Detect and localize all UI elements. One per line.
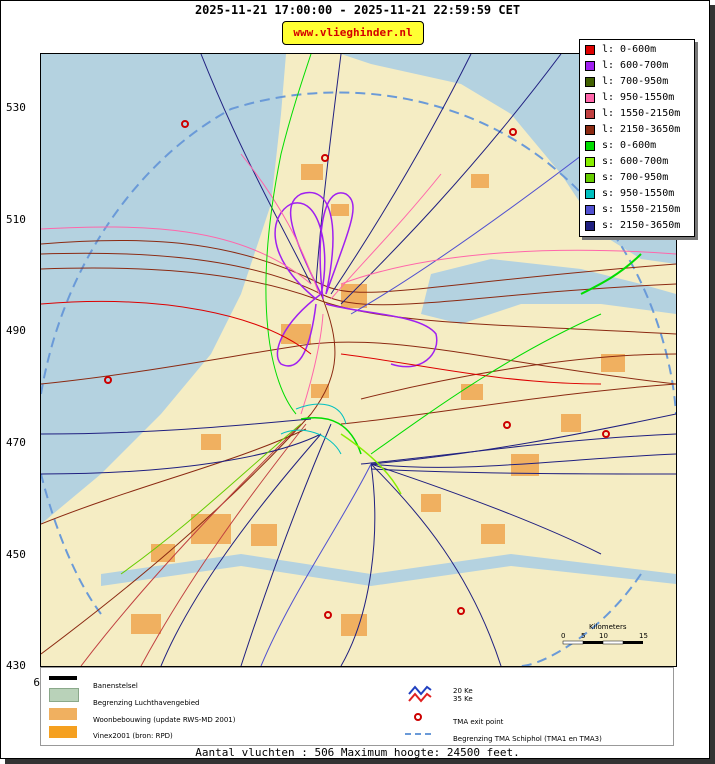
tma-boundary-label: Begrenzing TMA Schiphol (TMA1 en TMA3) bbox=[453, 735, 602, 743]
lake-area bbox=[421, 259, 676, 324]
legend-swatch bbox=[585, 61, 595, 71]
legend-label: s: 950-1550m bbox=[602, 188, 675, 199]
legend-label: l: 950-1550m bbox=[602, 92, 675, 103]
housing-label: Woonbebouwing (update RWS-MD 2001) bbox=[93, 716, 236, 724]
legend-row: l: 2150-3650m bbox=[580, 123, 694, 137]
legend-swatch bbox=[585, 157, 595, 167]
legend-label: l: 600-700m bbox=[602, 60, 669, 71]
flight-summary: Aantal vluchten : 506 Maximum hoogte: 24… bbox=[195, 746, 520, 759]
legend-swatch bbox=[585, 205, 595, 215]
scale-bar bbox=[562, 640, 643, 645]
legend-swatch bbox=[585, 173, 595, 183]
flight-tracks bbox=[41, 54, 676, 666]
legend-swatch bbox=[585, 221, 595, 231]
map-canvas bbox=[41, 54, 676, 666]
altitude-legend: l: 0-600m l: 600-700m l: 700-950m l: 950… bbox=[579, 39, 695, 237]
scale-tick: 10 bbox=[599, 632, 608, 640]
legend-row: s: 600-700m bbox=[580, 155, 694, 169]
ke35-label: 35 Ke bbox=[453, 695, 473, 703]
tma-exit-points bbox=[104, 120, 610, 619]
ke20-label: 20 Ke bbox=[453, 687, 473, 695]
tma-exit-icon bbox=[414, 713, 422, 721]
ke-contour-icon bbox=[408, 685, 432, 703]
legend-row: l: 1550-2150m bbox=[580, 107, 694, 121]
scale-tick: 15 bbox=[639, 632, 648, 640]
legend-row: l: 950-1550m bbox=[580, 91, 694, 105]
tma-exit-label: TMA exit point bbox=[453, 718, 504, 726]
airport-boundary-label: Begrenzing Luchthavengebied bbox=[93, 699, 200, 707]
y-tick: 450 bbox=[6, 548, 26, 561]
legend-label: l: 0-600m bbox=[602, 44, 657, 55]
urban-areas bbox=[131, 164, 625, 636]
legend-swatch bbox=[585, 109, 595, 119]
page-title: 2025-11-21 17:00:00 - 2025-11-21 22:59:5… bbox=[194, 3, 521, 17]
river-area bbox=[101, 554, 676, 586]
y-tick: 430 bbox=[6, 659, 26, 672]
legend-swatch bbox=[585, 141, 595, 151]
legend-label: l: 2150-3650m bbox=[602, 124, 681, 135]
legend-label: s: 0-600m bbox=[602, 140, 657, 151]
map-key: Banenstelsel Begrenzing Luchthavengebied… bbox=[40, 667, 674, 746]
legend-row: l: 700-950m bbox=[580, 75, 694, 89]
vinex-swatch bbox=[49, 726, 77, 738]
airport-boundary-swatch bbox=[49, 688, 79, 702]
y-tick: 470 bbox=[6, 436, 26, 449]
scale-tick: 5 bbox=[581, 632, 586, 640]
legend-swatch bbox=[585, 125, 595, 135]
scale-label: Kilometers bbox=[589, 623, 627, 631]
runway-swatch bbox=[49, 676, 77, 680]
flight-track-map: Kilometers 0 5 10 15 bbox=[40, 53, 677, 667]
scale-tick: 0 bbox=[561, 632, 566, 640]
legend-label: s: 700-950m bbox=[602, 172, 669, 183]
legend-row: s: 1550-2150m bbox=[580, 203, 694, 217]
legend-row: l: 600-700m bbox=[580, 59, 694, 73]
legend-row: l: 0-600m bbox=[580, 43, 694, 57]
legend-swatch bbox=[585, 45, 595, 55]
legend-row: s: 950-1550m bbox=[580, 187, 694, 201]
legend-row: s: 2150-3650m bbox=[580, 219, 694, 233]
legend-row: s: 0-600m bbox=[580, 139, 694, 153]
legend-label: s: 1550-2150m bbox=[602, 204, 681, 215]
legend-swatch bbox=[585, 189, 595, 199]
legend-swatch bbox=[585, 93, 595, 103]
legend-label: s: 2150-3650m bbox=[602, 220, 681, 231]
tma-boundary-swatch bbox=[405, 733, 431, 735]
legend-row: s: 700-950m bbox=[580, 171, 694, 185]
site-link[interactable]: www.vlieghinder.nl bbox=[282, 21, 424, 45]
vinex-label: Vinex2001 (bron: RPD) bbox=[93, 732, 173, 740]
legend-label: l: 700-950m bbox=[602, 76, 669, 87]
y-tick: 530 bbox=[6, 101, 26, 114]
housing-swatch bbox=[49, 708, 77, 720]
legend-label: l: 1550-2150m bbox=[602, 108, 681, 119]
legend-label: s: 600-700m bbox=[602, 156, 669, 167]
legend-swatch bbox=[585, 77, 595, 87]
y-tick: 510 bbox=[6, 213, 26, 226]
runway-label: Banenstelsel bbox=[93, 682, 138, 690]
land-area bbox=[41, 54, 676, 666]
y-tick: 490 bbox=[6, 324, 26, 337]
